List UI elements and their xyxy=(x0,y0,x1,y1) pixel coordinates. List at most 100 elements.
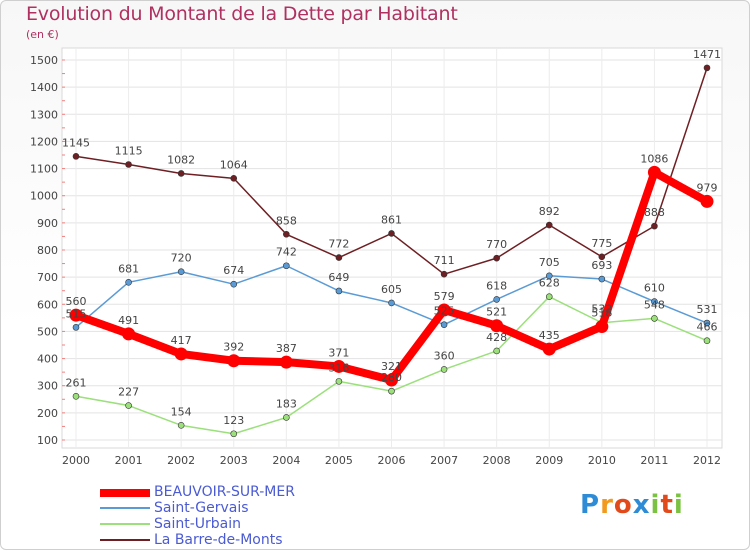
data-point xyxy=(651,315,658,322)
data-label: 521 xyxy=(486,306,507,319)
data-label: 518 xyxy=(591,307,612,320)
data-point xyxy=(651,222,658,230)
x-tick-label: 2007 xyxy=(430,454,458,467)
logo-letter: x xyxy=(632,490,651,520)
data-label: 515 xyxy=(66,307,87,320)
chart-unit: (en €) xyxy=(26,28,59,41)
data-label: 532 xyxy=(591,303,612,316)
x-tick-label: 2000 xyxy=(62,454,90,467)
data-label: 1064 xyxy=(220,158,248,171)
data-label: 1115 xyxy=(115,145,143,158)
data-point xyxy=(545,293,553,300)
data-label: 360 xyxy=(434,349,455,362)
data-point xyxy=(703,64,711,72)
data-point xyxy=(335,378,343,385)
x-tick-label: 2004 xyxy=(272,454,300,467)
data-label: 649 xyxy=(328,271,349,284)
data-label: 387 xyxy=(276,342,297,355)
legend-swatch xyxy=(100,539,150,541)
data-label: 154 xyxy=(171,405,192,418)
logo-letter: i xyxy=(650,490,661,520)
y-tick-label: 700 xyxy=(37,271,58,284)
y-tick-label: 1300 xyxy=(30,108,58,121)
data-point xyxy=(69,308,83,322)
data-point xyxy=(230,430,238,438)
data-label: 466 xyxy=(697,321,718,334)
data-label: 428 xyxy=(486,331,507,344)
data-point xyxy=(545,272,553,280)
data-point xyxy=(437,303,451,317)
data-point xyxy=(227,354,241,368)
data-point xyxy=(385,373,398,387)
logo-letter: t xyxy=(660,490,674,520)
data-label: 1471 xyxy=(693,48,721,61)
data-label: 261 xyxy=(66,376,87,389)
data-label: 321 xyxy=(381,360,402,373)
y-tick-label: 800 xyxy=(37,244,58,257)
x-tick-label: 2003 xyxy=(220,454,248,467)
data-point xyxy=(490,319,504,333)
data-label: 610 xyxy=(644,282,665,295)
data-point xyxy=(177,268,185,276)
y-tick-label: 500 xyxy=(37,325,58,338)
data-point xyxy=(335,254,343,261)
data-point xyxy=(283,262,290,270)
data-point xyxy=(174,347,188,361)
data-point xyxy=(283,230,290,238)
data-label: 1145 xyxy=(62,136,90,149)
data-point xyxy=(703,337,711,344)
data-label: 1082 xyxy=(167,153,195,166)
legend-label: Saint-Urbain xyxy=(154,516,242,532)
y-tick-label: 900 xyxy=(37,217,58,230)
x-tick-label: 2009 xyxy=(535,454,563,467)
data-point xyxy=(493,254,500,262)
data-point xyxy=(545,221,553,229)
y-tick-label: 1200 xyxy=(30,135,58,148)
y-tick-label: 1000 xyxy=(30,190,58,203)
data-point xyxy=(598,275,606,283)
x-tick-label: 2011 xyxy=(640,454,668,467)
x-tick-label: 2008 xyxy=(483,454,511,467)
data-label: 531 xyxy=(697,303,718,316)
data-label: 892 xyxy=(539,205,560,218)
data-point xyxy=(125,402,132,409)
y-tick-label: 400 xyxy=(37,353,58,366)
data-point xyxy=(647,165,661,179)
proxiti-logo: Proxiti xyxy=(580,490,684,520)
y-tick-label: 1500 xyxy=(30,54,58,67)
data-label: 525 xyxy=(434,305,455,318)
logo-letter: P xyxy=(580,490,601,520)
legend-label: BEAUVOIR-SUR-MER xyxy=(154,484,295,500)
data-label: 392 xyxy=(223,341,244,354)
data-point xyxy=(125,278,132,286)
data-label: 861 xyxy=(381,213,402,226)
data-label: 770 xyxy=(486,238,507,251)
data-label: 560 xyxy=(66,295,87,308)
data-label: 371 xyxy=(328,346,349,359)
logo-letter: r xyxy=(600,490,614,520)
logo-letter: i xyxy=(673,490,684,520)
x-tick-label: 2001 xyxy=(115,454,143,467)
y-tick-label: 1400 xyxy=(30,81,58,94)
data-point xyxy=(651,298,658,305)
data-label: 417 xyxy=(171,334,192,347)
data-point xyxy=(598,253,606,261)
data-point xyxy=(388,299,395,307)
data-point xyxy=(700,194,714,208)
data-label: 705 xyxy=(539,256,560,269)
y-tick-label: 600 xyxy=(37,298,58,311)
data-label: 579 xyxy=(434,290,455,303)
data-point xyxy=(279,355,293,369)
data-point xyxy=(493,296,500,303)
y-tick-label: 200 xyxy=(37,407,58,420)
data-label: 548 xyxy=(644,298,665,311)
x-tick-label: 2005 xyxy=(325,454,353,467)
legend-label: Saint-Gervais xyxy=(154,500,249,516)
data-label: 1086 xyxy=(640,152,668,165)
data-point xyxy=(335,287,343,295)
data-point xyxy=(177,170,185,177)
logo-letter: o xyxy=(613,490,633,520)
data-label: 858 xyxy=(276,214,297,227)
data-point xyxy=(230,280,238,288)
